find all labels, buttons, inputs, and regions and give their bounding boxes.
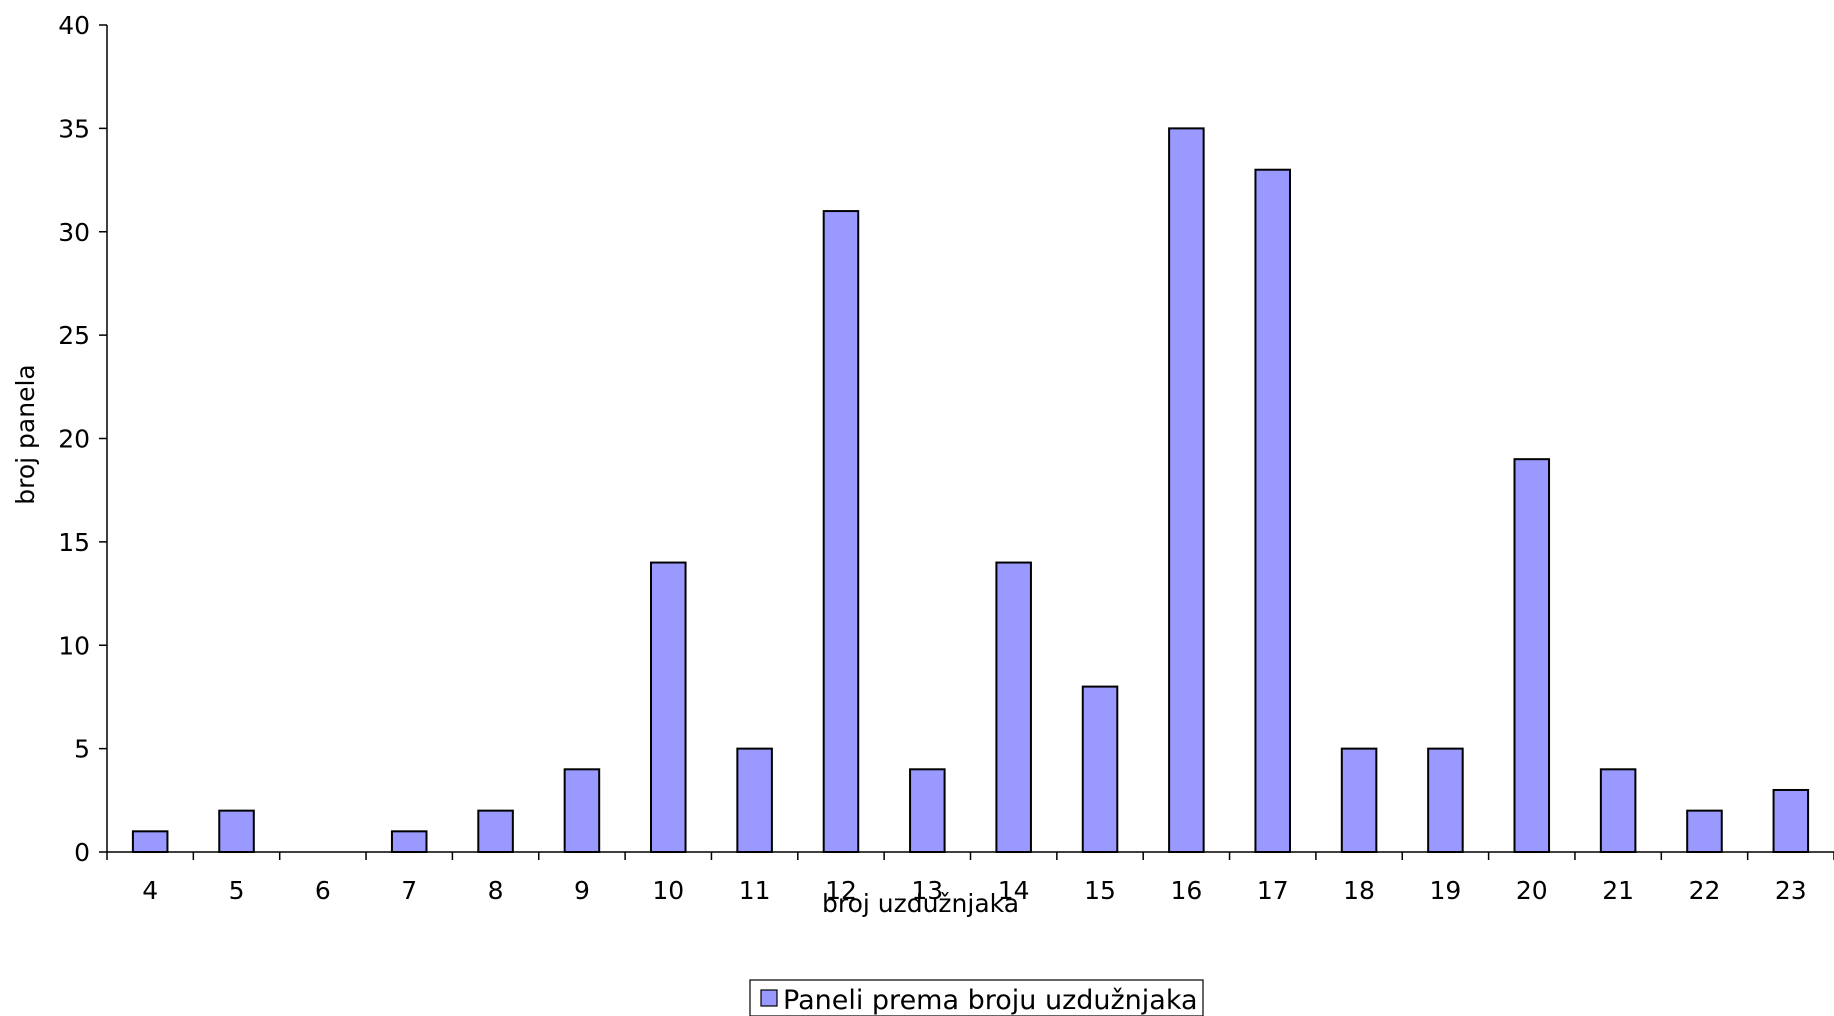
bar	[1427, 747, 1464, 853]
bar	[1254, 168, 1291, 854]
bar	[1513, 458, 1551, 853]
x-tick-label: 12	[825, 876, 857, 905]
y-tick-label: 10	[58, 631, 90, 660]
legend-box	[749, 979, 1204, 1016]
x-tick-label: 11	[739, 876, 771, 905]
x-tick-label: 22	[1689, 876, 1721, 905]
y-axis-ticks: 0 5 10 15 20 25 30 35 40	[58, 11, 107, 867]
x-tick-label: 21	[1602, 876, 1634, 905]
legend-label: Paneli prema broju uzdužnjaka	[783, 985, 1198, 1016]
y-tick-label: 15	[58, 528, 90, 557]
bar	[1772, 788, 1810, 853]
legend: Paneli prema broju uzdužnjaka	[749, 979, 1204, 1016]
legend-swatch	[760, 989, 778, 1007]
bar	[390, 830, 428, 854]
x-tick-label: 7	[401, 876, 417, 905]
axes-group	[106, 25, 1834, 853]
bar	[1599, 768, 1637, 853]
bar	[1081, 685, 1119, 853]
x-tick-label: 8	[488, 876, 504, 905]
x-tick-label: 23	[1775, 876, 1807, 905]
x-tick-label: 20	[1516, 876, 1548, 905]
x-tick-label: 15	[1084, 876, 1116, 905]
y-tick-label: 25	[58, 321, 90, 350]
bar	[131, 830, 169, 854]
x-tick-label: 6	[315, 876, 331, 905]
bar	[477, 809, 514, 854]
x-tick-label: 17	[1257, 876, 1289, 905]
x-axis-ticks: 4 5 6 7 8 9 10 11 12 13 14 15 16 17 18 19 20 21 22 23	[106, 852, 1834, 905]
bar	[563, 768, 601, 853]
y-tick-label: 0	[74, 838, 90, 867]
x-tick-label: 9	[574, 876, 590, 905]
x-tick-label: 5	[229, 876, 245, 905]
x-axis-title: broj uzdužnjaka	[822, 889, 1019, 918]
x-tick-label: 14	[998, 876, 1030, 905]
bar	[1686, 809, 1723, 854]
y-axis-title: broj panela	[11, 364, 40, 504]
bar	[650, 561, 687, 853]
bar	[736, 747, 773, 853]
bar	[1340, 747, 1378, 853]
bar	[909, 768, 946, 853]
x-tick-label: 13	[911, 876, 943, 905]
bar	[1168, 127, 1205, 853]
x-tick-label: 16	[1170, 876, 1202, 905]
y-tick-label: 35	[58, 114, 90, 143]
y-tick-label: 20	[58, 425, 90, 454]
bar	[218, 809, 255, 854]
y-tick-label: 5	[74, 735, 90, 764]
x-tick-label: 4	[142, 876, 158, 905]
bar	[995, 561, 1032, 853]
y-tick-label: 30	[58, 218, 90, 247]
x-tick-label: 10	[652, 876, 684, 905]
bars-group	[131, 127, 1810, 854]
y-tick-label: 40	[58, 11, 90, 40]
bar	[822, 210, 860, 853]
x-tick-label: 18	[1343, 876, 1375, 905]
x-tick-label: 19	[1430, 876, 1462, 905]
